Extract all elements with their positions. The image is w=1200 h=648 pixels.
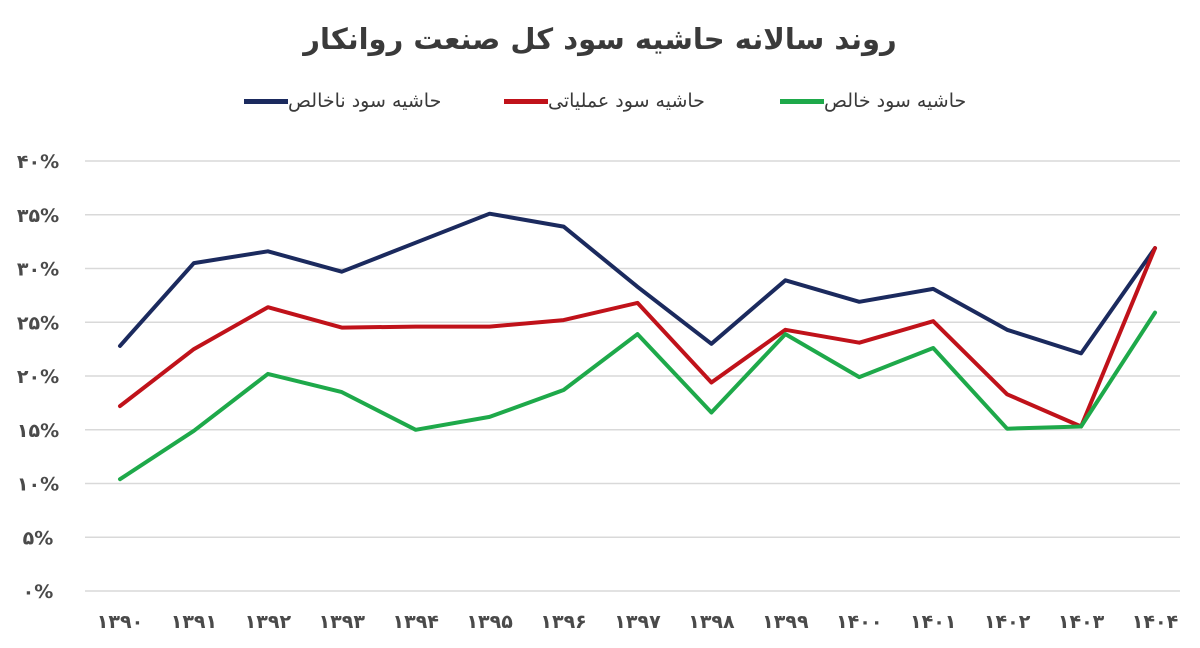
y-tick-label: ۱۵%	[17, 420, 59, 442]
y-tick-label: ۳۵%	[17, 205, 59, 227]
y-tick-label: ۱۰%	[17, 474, 59, 496]
series-line-1	[118, 246, 1157, 429]
x-tick-label: ۱۳۹۰	[97, 611, 143, 633]
x-tick-label: ۱۳۹۸	[688, 611, 735, 633]
y-tick-label: ۴۰%	[17, 151, 59, 173]
x-tick-label: ۱۳۹۳	[319, 611, 366, 633]
x-tick-label: ۱۴۰۰	[836, 611, 882, 633]
legend-label: حاشیه سود ناخالص	[288, 90, 442, 112]
legend-item-net-margin: حاشیه سود خالص	[774, 90, 966, 112]
legend-label: حاشیه سود خالص	[824, 90, 967, 112]
legend-swatch	[244, 98, 288, 104]
x-tick-label: ۱۳۹۲	[245, 611, 292, 633]
x-tick-label: ۱۳۹۵	[466, 611, 513, 633]
x-tick-label: ۱۳۹۷	[614, 611, 661, 633]
legend-label: حاشیه سود عملیاتی	[548, 90, 705, 112]
y-tick-label: ۲۰%	[17, 366, 59, 388]
x-tick-label: ۱۴۰۴	[1132, 611, 1178, 633]
series-line-2	[118, 310, 1157, 482]
legend-swatch	[780, 98, 824, 104]
legend-item-operating-margin: حاشیه سود عملیاتی	[498, 90, 705, 112]
legend-swatch	[504, 98, 548, 104]
x-tick-label: ۱۴۰۲	[984, 611, 1031, 633]
x-tick-label: ۱۳۹۴	[393, 611, 439, 633]
x-tick-label: ۱۳۹۱	[171, 611, 217, 633]
y-tick-label: ۰%	[23, 581, 54, 603]
x-tick-label: ۱۴۰۳	[1058, 611, 1105, 633]
y-tick-label: ۵%	[23, 527, 54, 549]
chart-title: روند سالانه حاشیه سود کل صنعت روانکار	[303, 22, 897, 56]
y-tick-label: ۲۵%	[17, 312, 59, 334]
x-tick-label: ۱۴۰۱	[910, 611, 956, 633]
x-tick-label: ۱۳۹۶	[540, 611, 586, 633]
legend-item-gross-margin: حاشیه سود ناخالص	[238, 90, 441, 112]
y-tick-label: ۳۰%	[17, 259, 59, 281]
x-tick-label: ۱۳۹۹	[762, 611, 809, 633]
series-line-0	[118, 211, 1157, 356]
legend: حاشیه سود ناخالص حاشیه سود عملیاتی حاشیه…	[0, 90, 1200, 126]
